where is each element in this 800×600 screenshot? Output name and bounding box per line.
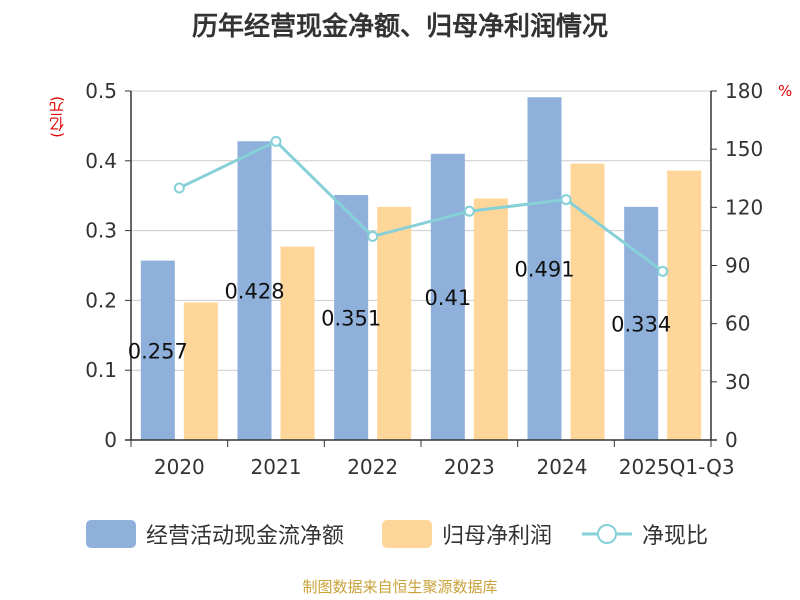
- right-axis-unit: %: [778, 82, 793, 100]
- x-tick-label: 2021: [251, 455, 302, 479]
- x-tick-label: 2023: [444, 455, 495, 479]
- legend-label-ratio: 净现比: [642, 524, 709, 549]
- ratio-point: [367, 230, 379, 242]
- y-right-tick-label: 120: [725, 195, 763, 219]
- data-label-cash-flow: 0.41: [424, 286, 471, 310]
- y-right-tick-label: 180: [725, 79, 763, 103]
- bar-net-profit: [280, 246, 315, 440]
- y-left-tick-label: 0.5: [85, 79, 117, 103]
- legend-item-net-profit[interactable]: 归母净利润: [382, 514, 552, 554]
- y-left-tick-label: 0: [104, 428, 117, 452]
- x-tick-label: 2020: [154, 455, 205, 479]
- y-right-tick-label: 0: [725, 428, 738, 452]
- y-right-tick-label: 30: [725, 370, 750, 394]
- y-left-tick-label: 0.1: [85, 358, 117, 382]
- legend-swatch-cash-flow: [86, 520, 136, 548]
- y-left-tick-label: 0.4: [85, 149, 117, 173]
- legend-label-cash-flow: 经营活动现金流净额: [146, 524, 345, 549]
- bar-net-profit: [473, 198, 508, 440]
- y-left-tick-label: 0.2: [85, 288, 117, 312]
- bar-net-profit: [183, 302, 218, 440]
- legend: 经营活动现金流净额 归母净利润 净现比: [0, 514, 800, 554]
- ratio-point: [270, 135, 282, 147]
- data-label-cash-flow: 0.351: [321, 307, 381, 331]
- legend-swatch-ratio: [582, 520, 632, 548]
- legend-item-ratio[interactable]: 净现比: [582, 514, 708, 554]
- data-label-cash-flow: 0.428: [224, 280, 284, 304]
- y-right-tick-label: 60: [725, 312, 750, 336]
- y-left-tick-label: 0.3: [85, 219, 117, 243]
- ratio-point: [463, 205, 475, 217]
- legend-swatch-net-profit: [382, 520, 432, 548]
- data-label-cash-flow: 0.491: [514, 258, 574, 282]
- legend-item-cash-flow[interactable]: 经营活动现金流净额: [86, 514, 344, 554]
- bar-cash-flow: [430, 153, 465, 440]
- y-right-tick-label: 150: [725, 137, 763, 161]
- bar-net-profit: [570, 163, 605, 441]
- x-tick-label: 2022: [347, 455, 398, 479]
- bar-cash-flow: [527, 97, 562, 441]
- bar-net-profit: [377, 206, 412, 440]
- bar-cash-flow: [140, 260, 175, 440]
- x-tick-label: 2024: [537, 455, 588, 479]
- source-note: 制图数据来自恒生聚源数据库: [302, 578, 498, 596]
- ratio-point: [173, 182, 185, 194]
- bar-cash-flow: [237, 141, 272, 441]
- bar-cash-flow: [334, 195, 369, 440]
- ratio-line: [178, 139, 664, 273]
- ratio-point: [560, 194, 572, 206]
- y-right-tick-label: 90: [725, 254, 750, 278]
- data-label-cash-flow: 0.257: [128, 339, 188, 363]
- x-tick-label: 2025Q1-Q3: [619, 455, 735, 479]
- data-label-cash-flow: 0.334: [611, 312, 671, 336]
- legend-label-net-profit: 归母净利润: [442, 524, 553, 549]
- ratio-point: [657, 265, 669, 277]
- bar-net-profit: [667, 170, 702, 440]
- chart-title: 历年经营现金净额、归母净利润情况: [191, 12, 608, 42]
